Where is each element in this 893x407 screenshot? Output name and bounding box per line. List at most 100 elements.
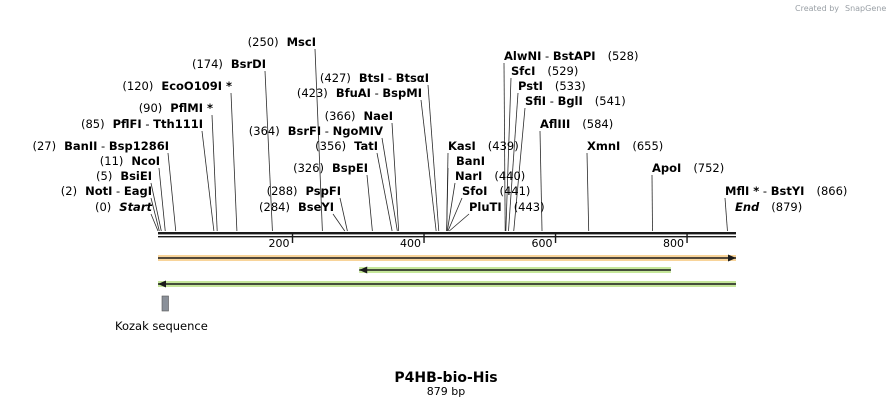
site-leader [446, 182, 456, 232]
site-name: NarI [455, 169, 482, 183]
site-ecoo109i-[interactable]: (120) EcoO109I * [122, 79, 232, 93]
site-bfuai[interactable]: (423) BfuAI - BspMI [297, 86, 422, 100]
orf-reverse-inner[interactable] [359, 266, 671, 274]
site-name: SfiI [525, 94, 546, 108]
site-sfoi[interactable]: SfoI (441) [462, 184, 530, 198]
site-naei[interactable]: (366) NaeI [325, 109, 393, 123]
site-name: AflIII [540, 117, 570, 131]
site-banii[interactable]: (27) BanII - Bsp1286I [33, 139, 170, 153]
site-leader [150, 197, 160, 232]
site-name-2: BspMI [382, 86, 422, 100]
kozak-sequence-box[interactable] [161, 295, 169, 312]
site-leader [508, 92, 519, 232]
ruler-tick-label: 200 [269, 237, 290, 250]
site-name: PflFI [113, 117, 142, 131]
site-bani[interactable]: BanI [456, 154, 485, 168]
site-leader [376, 152, 393, 232]
site-xmni[interactable]: XmnI (655) [587, 139, 663, 153]
site-pluti[interactable]: PluTI (443) [469, 200, 545, 214]
site-leader [446, 167, 449, 232]
site-position: (423) [297, 86, 328, 100]
site-name: AlwNI [504, 49, 541, 63]
site-leader [505, 77, 512, 232]
site-name: End [735, 200, 760, 214]
site-leader [724, 197, 728, 232]
site-leader [264, 70, 273, 232]
site-name: SfcI [511, 64, 535, 78]
site-sfci[interactable]: SfcI (529) [511, 64, 578, 78]
site-position: (364) [249, 124, 280, 138]
ruler-ticks: 200 400 600 800 [269, 234, 688, 250]
site-name-2: Tth111I [153, 117, 203, 131]
site-position: (440) [494, 169, 525, 183]
site-start[interactable]: (0) Start [95, 200, 153, 214]
svg-text:PluTI(443): PluTI (443) [469, 200, 545, 214]
site-btsi[interactable]: (427) BtsI - BtsαI [320, 71, 429, 85]
site-leader [211, 114, 218, 232]
site-noti[interactable]: (2) NotI - EagI [61, 184, 152, 198]
site-nari[interactable]: NarI (440) [455, 169, 525, 183]
site-position: (443) [514, 200, 545, 214]
site-position: (0) [95, 200, 111, 214]
credit-brand: SnapGene [845, 4, 886, 13]
site-name-2: NgoMIV [333, 124, 383, 138]
site-apoi[interactable]: ApoI (752) [652, 161, 724, 175]
site-leader [150, 213, 159, 232]
site-leader [427, 84, 440, 232]
site-name: BtsI [359, 71, 384, 85]
site-leader [158, 167, 166, 232]
site-leader [201, 130, 215, 232]
svg-text:(288)PspFI: (288) PspFI [267, 184, 341, 198]
svg-text:AflIII(584): AflIII (584) [540, 117, 613, 131]
site-bspei[interactable]: (326) BspEI [293, 161, 368, 175]
svg-text:BanI: BanI [456, 154, 485, 168]
site-separator: - [112, 184, 123, 198]
svg-text:(11)NcoI: (11) NcoI [100, 154, 160, 168]
site-bsrfi[interactable]: (364) BsrFI - NgoMIV [249, 124, 383, 138]
site-kasi[interactable]: KasI (439) [448, 139, 519, 153]
site-msci[interactable]: (250) MscI [248, 35, 316, 49]
site-mfli-[interactable]: MflI * - BstYI (866) [725, 184, 847, 198]
site-position: (866) [816, 184, 847, 198]
svg-text:SfcI(529): SfcI (529) [511, 64, 578, 78]
svg-text:(366)NaeI: (366) NaeI [325, 109, 393, 123]
site-bsiei[interactable]: (5) BsiEI [96, 169, 152, 183]
site-position: (11) [100, 154, 124, 168]
plasmid-name: P4HB-bio-His [394, 370, 497, 386]
site-pspfi[interactable]: (288) PspFI [267, 184, 341, 198]
site-position: (879) [771, 200, 802, 214]
site-position: (529) [547, 64, 578, 78]
site-position: (250) [248, 35, 279, 49]
site-position: (441) [499, 184, 530, 198]
site-bseyi[interactable]: (284) BseYI [259, 200, 334, 214]
ruler-tick-label: 800 [663, 237, 684, 250]
site-separator: - [371, 86, 382, 100]
svg-text:(326)BspEI: (326) BspEI [293, 161, 368, 175]
site-ncoi[interactable]: (11) NcoI [100, 154, 160, 168]
site-name: Start [119, 200, 152, 214]
site-sfii[interactable]: SfiI - BglI (541) [525, 94, 626, 108]
site-name: KasI [448, 139, 476, 153]
site-end[interactable]: End (879) [735, 200, 802, 214]
site-afliii[interactable]: AflIII (584) [540, 117, 613, 131]
site-bsrdi[interactable]: (174) BsrDI [192, 57, 266, 71]
site-name-2: BstAPI [553, 49, 596, 63]
site-position: (655) [632, 139, 663, 153]
site-name: XmnI [587, 139, 620, 153]
ruler-tick-label: 400 [400, 237, 421, 250]
site-pflfi[interactable]: (85) PflFI - Tth111I [81, 117, 203, 131]
site-name: NcoI [131, 154, 160, 168]
site-alwni[interactable]: AlwNI - BstAPI (528) [504, 49, 639, 63]
site-psti[interactable]: PstI (533) [518, 79, 586, 93]
site-name-2: EagI [124, 184, 152, 198]
svg-text:(27)BanII - Bsp1286I: (27) BanII - Bsp1286I [33, 139, 170, 153]
site-name: BsrFI [288, 124, 321, 138]
orf-reverse-full[interactable] [158, 280, 736, 288]
site-tati[interactable]: (356) TatI [315, 139, 378, 153]
site-leader [150, 182, 162, 232]
site-pflmi-[interactable]: (90) PflMI * [139, 101, 213, 115]
orf-forward-full[interactable] [158, 254, 736, 262]
svg-text:NarI(440): NarI (440) [455, 169, 525, 183]
site-name: EcoO109I * [161, 79, 232, 93]
site-name: BanII [64, 139, 97, 153]
